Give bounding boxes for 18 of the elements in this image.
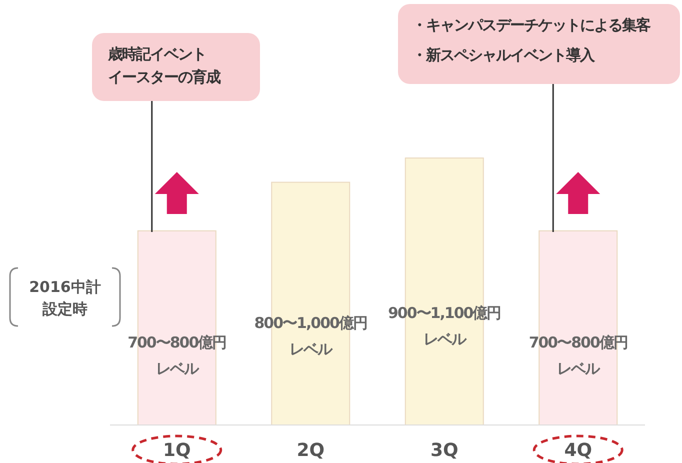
annotation: レベル: [156, 359, 200, 378]
annotation: レベル: [290, 340, 334, 358]
annotation: レベル: [423, 330, 468, 348]
data-label: 800〜1,000億円: [254, 314, 368, 332]
text: ・キャンパスデーチケットによる集客: [412, 16, 651, 34]
data-label: 900〜1,100億円: [388, 304, 501, 322]
data-label: 700〜800億円: [528, 333, 628, 352]
x-tick-label: 4Q: [564, 440, 592, 461]
text: 設定時: [42, 300, 88, 318]
annotation: レベル: [557, 359, 602, 378]
x-tick-label: 3Q: [430, 440, 458, 461]
text: 2016中計: [29, 278, 101, 296]
x-tick-label: 2Q: [296, 440, 325, 461]
x-tick-label: 1Q: [162, 440, 191, 461]
text: ・新スペシャルイベント導入: [412, 46, 596, 64]
data-label: 700〜800億円: [128, 333, 226, 352]
text: イースターの育成: [108, 68, 221, 86]
text: 歳時記イベント: [107, 45, 206, 63]
